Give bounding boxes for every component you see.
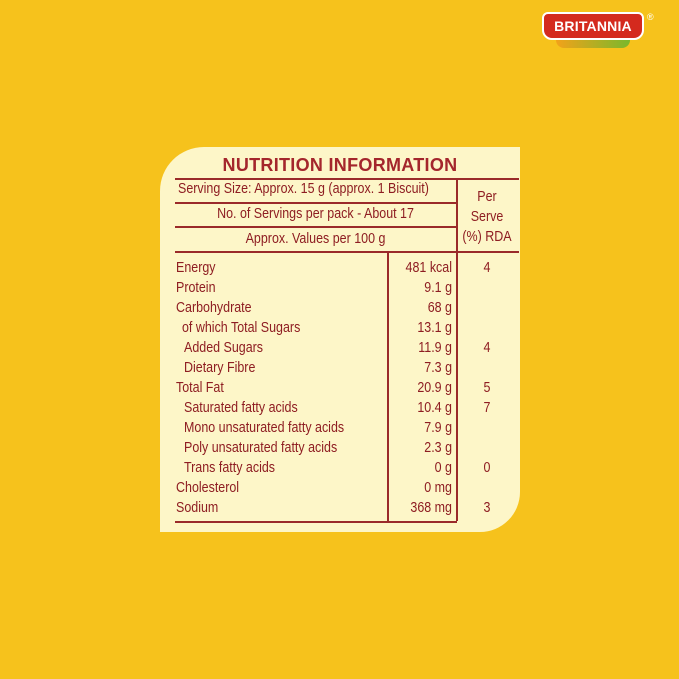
nutrient-name: Mono unsaturated fatty acids xyxy=(184,420,345,436)
nutrient-name: Energy xyxy=(176,260,216,276)
logo-text: BRITANNIA xyxy=(554,18,632,34)
nutrient-rda: 0 xyxy=(483,460,491,476)
nutrient-value: 0 g xyxy=(434,460,452,476)
rda-header: Serve xyxy=(470,209,504,225)
nutrient-name: Protein xyxy=(176,280,216,296)
nutrition-title: NUTRITION INFORMATION xyxy=(222,155,458,175)
servings-per-pack: No. of Servings per pack - About 17 xyxy=(217,206,414,222)
nutrient-value: 11.9 g xyxy=(418,340,452,356)
nutrient-value: 481 kcal xyxy=(405,260,452,276)
divider xyxy=(175,251,519,253)
divider xyxy=(456,178,458,521)
nutrient-name: Sodium xyxy=(176,500,219,516)
nutrient-name: Total Fat xyxy=(176,380,224,396)
nutrient-name: Cholesterol xyxy=(176,480,240,496)
nutrient-name: Poly unsaturated fatty acids xyxy=(184,440,338,456)
nutrient-value: 13.1 g xyxy=(417,320,452,336)
divider xyxy=(175,178,519,180)
nutrient-value: 20.9 g xyxy=(417,380,452,396)
nutrient-rda: 4 xyxy=(483,340,491,356)
logo-swoosh xyxy=(556,40,630,48)
nutrient-name: Dietary Fibre xyxy=(184,360,256,376)
divider xyxy=(175,202,456,204)
divider xyxy=(387,251,389,521)
rda-header: (%) RDA xyxy=(462,229,512,245)
nutrient-rda: 5 xyxy=(483,380,491,396)
nutrient-name: Trans fatty acids xyxy=(184,460,276,476)
nutrient-value: 368 mg xyxy=(410,500,452,516)
nutrition-panel: NUTRITION INFORMATION Serving Size: Appr… xyxy=(160,147,520,532)
nutrient-rda: 3 xyxy=(483,500,491,516)
nutrient-value: 0 mg xyxy=(424,480,452,496)
britannia-logo: BRITANNIA xyxy=(542,12,644,40)
nutrient-value: 9.1 g xyxy=(424,280,452,296)
nutrient-value: 2.3 g xyxy=(424,440,452,456)
nutrient-name: Added Sugars xyxy=(184,340,264,356)
nutrient-name: Saturated fatty acids xyxy=(184,400,298,416)
serving-size: Serving Size: Approx. 15 g (approx. 1 Bi… xyxy=(178,181,429,197)
nutrient-value: 7.9 g xyxy=(424,420,452,436)
rda-header: Per xyxy=(477,189,497,205)
divider xyxy=(175,521,457,523)
values-per: Approx. Values per 100 g xyxy=(245,231,386,247)
nutrient-value: 68 g xyxy=(427,300,452,316)
nutrient-rda: 7 xyxy=(483,400,491,416)
nutrient-value: 7.3 g xyxy=(424,360,452,376)
divider xyxy=(175,226,456,228)
nutrient-rda: 4 xyxy=(483,260,491,276)
nutrient-name: of which Total Sugars xyxy=(182,320,301,336)
nutrient-value: 10.4 g xyxy=(417,400,452,416)
nutrient-name: Carbohydrate xyxy=(176,300,252,316)
registered-mark: ® xyxy=(647,12,654,22)
